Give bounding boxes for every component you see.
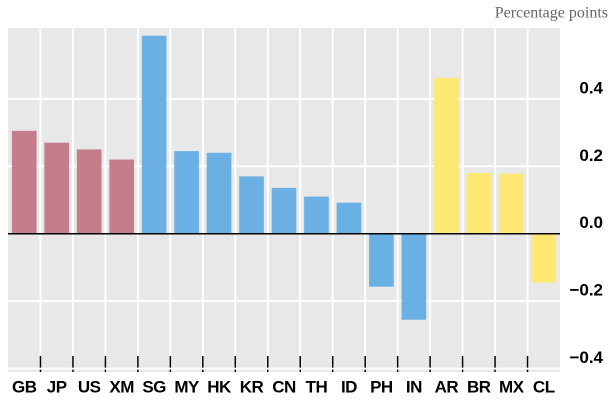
x-tick-label: PH bbox=[370, 377, 393, 396]
y-tick-label: 0.0 bbox=[579, 213, 603, 232]
bar bbox=[239, 176, 264, 234]
bar bbox=[498, 173, 524, 234]
x-tick-label: US bbox=[78, 377, 101, 396]
x-tick-label: TH bbox=[306, 377, 328, 396]
x-tick-label: BR bbox=[467, 377, 491, 396]
bar bbox=[401, 233, 427, 320]
bar bbox=[76, 149, 102, 234]
bar bbox=[466, 173, 492, 234]
x-tick-label: MX bbox=[499, 377, 525, 396]
x-tick-label: ID bbox=[341, 377, 357, 396]
y-tick-label: 0.2 bbox=[579, 146, 603, 165]
bar bbox=[271, 187, 297, 234]
bar bbox=[434, 77, 459, 234]
bar bbox=[304, 196, 329, 234]
y-tick-label: −0.4 bbox=[569, 348, 603, 367]
axis-label: Percentage points bbox=[495, 5, 608, 22]
x-tick-label: MY bbox=[174, 377, 200, 396]
x-tick-label: CL bbox=[533, 377, 555, 396]
bar bbox=[109, 159, 134, 234]
y-tick-label: 0.4 bbox=[579, 78, 603, 97]
bar bbox=[141, 35, 167, 234]
x-tick-label: HK bbox=[207, 377, 232, 396]
x-tick-label: AR bbox=[435, 377, 459, 396]
x-tick-label: KR bbox=[240, 377, 264, 396]
bar bbox=[531, 233, 557, 283]
bar bbox=[336, 202, 362, 234]
bar bbox=[44, 142, 70, 234]
x-tick-label: IN bbox=[406, 377, 422, 396]
x-tick-label: JP bbox=[47, 377, 67, 396]
bar bbox=[174, 151, 199, 234]
bar bbox=[206, 152, 232, 234]
x-tick-label: SG bbox=[142, 377, 166, 396]
y-tick-label: −0.2 bbox=[569, 281, 603, 300]
bar bbox=[369, 233, 394, 287]
bar bbox=[11, 130, 37, 234]
x-tick-label: CN bbox=[272, 377, 296, 396]
x-tick-label: XM bbox=[109, 377, 134, 396]
x-tick-label: GB bbox=[12, 377, 37, 396]
